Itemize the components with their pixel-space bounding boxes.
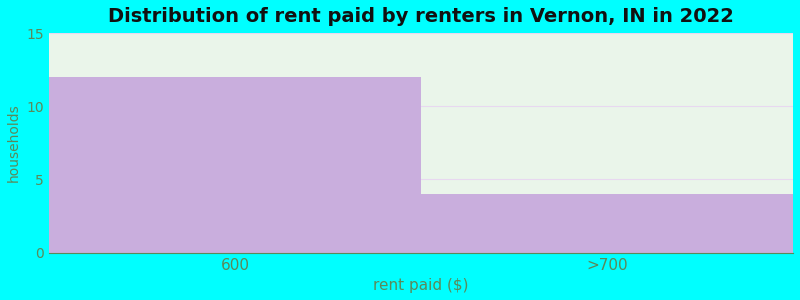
Bar — [49, 77, 421, 253]
X-axis label: rent paid ($): rent paid ($) — [374, 278, 469, 293]
Title: Distribution of rent paid by renters in Vernon, IN in 2022: Distribution of rent paid by renters in … — [108, 7, 734, 26]
Y-axis label: households: households — [7, 103, 21, 182]
Bar — [421, 194, 793, 253]
